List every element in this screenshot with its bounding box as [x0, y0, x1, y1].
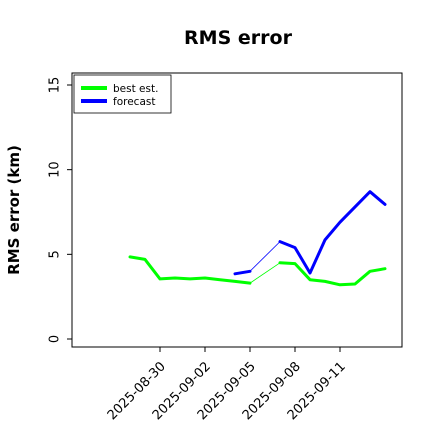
x-axis-ticks: 2025-08-302025-09-022025-09-052025-09-08… — [105, 347, 349, 423]
gap-connector-line — [249, 262, 281, 284]
legend-label-forecast: forecast — [113, 96, 155, 108]
series-line-best-est — [128, 255, 252, 285]
chart-title: RMS error — [184, 27, 293, 49]
y-tick-label: 10 — [48, 161, 63, 178]
legend: best est. forecast — [73, 74, 172, 114]
legend-box — [73, 74, 172, 114]
y-tick-label: 15 — [48, 77, 63, 94]
y-axis-label: RMS error (km) — [5, 145, 23, 275]
legend-label-best-est: best est. — [113, 83, 158, 95]
plot-frame — [71, 72, 403, 348]
series-line-forecast — [278, 190, 387, 275]
gap-connector-line — [249, 241, 281, 272]
series-line-forecast — [233, 269, 252, 276]
series-line-best-est — [278, 261, 387, 287]
y-axis-ticks: 0 5 10 15 — [48, 77, 72, 343]
y-tick-label: 0 — [48, 335, 63, 343]
data-series — [128, 190, 387, 287]
y-tick-label: 5 — [48, 250, 63, 258]
gap-connectors — [249, 241, 281, 284]
